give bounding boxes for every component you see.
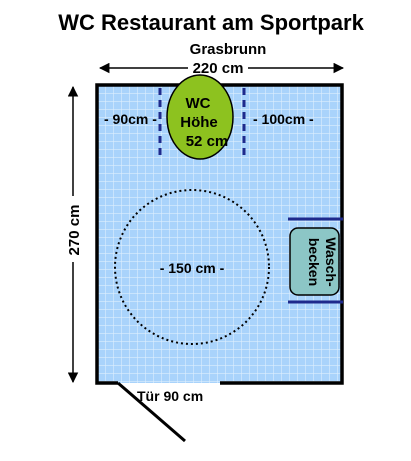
width-label-bg [188, 58, 248, 78]
sink-label-line2: becken [306, 238, 322, 286]
width-label: 220 cm [193, 60, 244, 77]
turning-circle [114, 189, 270, 345]
door-label: Tür 90 cm [137, 388, 203, 404]
toilet-label-line2: Höhe [180, 114, 218, 131]
toilet-label-line3: 52 cm [186, 133, 229, 150]
toilet-label-line1: WC [186, 95, 211, 112]
sink-shape [289, 227, 340, 296]
toilet-shape [166, 74, 234, 160]
height-label: 270 cm [66, 205, 83, 256]
page-subtitle: Grasbrunn [190, 41, 267, 58]
left-clearance-label: - 90cm - [104, 111, 157, 127]
sink-label-line1: Wasch- [323, 237, 339, 287]
turning-circle-label: - 150 cm - [160, 260, 225, 276]
page-title: WC Restaurant am Sportpark [58, 10, 364, 35]
door-leaf [117, 381, 186, 443]
right-clearance-label: - 100cm - [253, 111, 314, 127]
height-label-bg [62, 196, 84, 262]
